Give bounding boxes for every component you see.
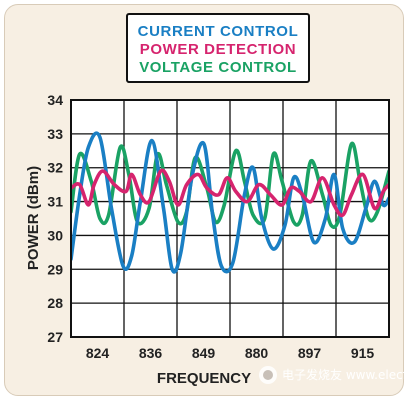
y-tick-label: 32 (47, 160, 63, 176)
watermark-text: 电子发烧友 www.elecfans.com (282, 367, 410, 382)
y-tick-label: 29 (47, 261, 63, 277)
watermark-logo (259, 366, 277, 384)
x-tick-labels: 824 836 849 880 897 915 (86, 345, 375, 361)
legend-current-control: CURRENT CONTROL (138, 23, 299, 40)
legend-box (126, 13, 310, 83)
series-line-voltage-control (71, 141, 389, 229)
x-tick-label: 836 (139, 345, 163, 361)
y-tick-label: 30 (47, 227, 63, 243)
plot-border (70, 99, 390, 338)
x-tick-label: 880 (245, 345, 269, 361)
x-axis-title: FREQUENCY (157, 370, 251, 387)
y-tick-label: 28 (47, 295, 63, 311)
x-tick-label: 915 (351, 345, 375, 361)
legend-voltage-control: VOLTAGE CONTROL (139, 59, 297, 76)
series-line-power-detection (71, 168, 389, 218)
y-axis-title: POWER (dBm) (25, 166, 42, 270)
grid-lines (71, 100, 389, 337)
y-tick-labels: 27 28 29 30 31 32 33 34 (47, 92, 63, 345)
x-tick-label: 897 (298, 345, 322, 361)
series-layer (71, 131, 389, 274)
x-tick-label: 849 (192, 345, 216, 361)
x-tick-label: 824 (86, 345, 110, 361)
legend-power-detection: POWER DETECTION (140, 41, 297, 58)
y-tick-label: 33 (47, 126, 63, 142)
y-tick-label: 34 (47, 92, 63, 108)
y-tick-label: 31 (47, 194, 63, 210)
series-line-current-control (71, 131, 389, 274)
y-tick-label: 27 (47, 329, 63, 345)
